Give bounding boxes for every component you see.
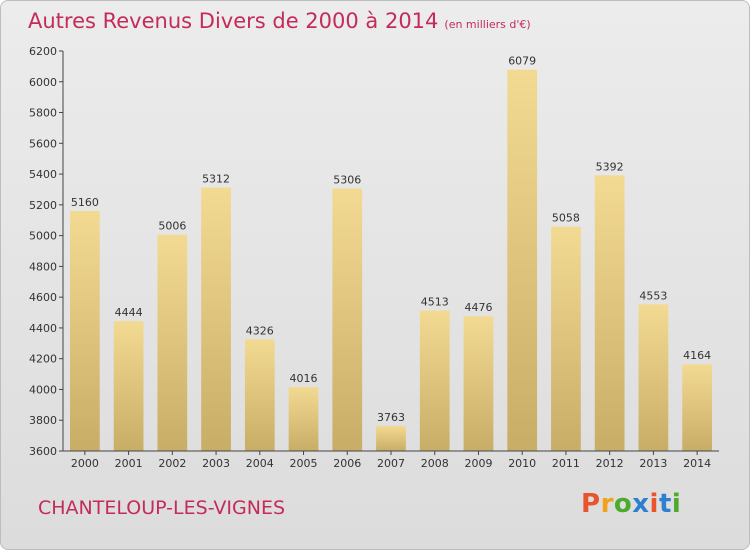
y-tick-label: 6000 [29, 76, 57, 89]
data-label-2011: 5058 [552, 212, 580, 225]
bar-2009 [463, 316, 494, 451]
x-tick-label-2011: 2011 [552, 457, 580, 470]
x-tick-label-2007: 2007 [377, 457, 405, 470]
bar-2004 [244, 339, 275, 451]
logo-letter: x [632, 489, 650, 519]
logo-letter: i [671, 489, 682, 519]
x-tick-label-2003: 2003 [202, 457, 230, 470]
bar-2008 [419, 310, 450, 451]
x-tick-label-2014: 2014 [683, 457, 711, 470]
bar-2000 [69, 211, 100, 451]
logo-letter: i [649, 489, 659, 519]
x-tick-label-2010: 2010 [508, 457, 536, 470]
data-label-2010: 6079 [508, 55, 536, 68]
bar-2002 [157, 234, 188, 451]
y-tick-label: 3600 [29, 445, 57, 458]
data-label-2009: 4476 [464, 301, 492, 314]
proxiti-logo: Proxiti [581, 489, 681, 519]
data-label-2001: 4444 [115, 306, 143, 319]
x-tick-label-2001: 2001 [115, 457, 143, 470]
bar-2014 [682, 364, 713, 451]
y-tick-label: 5600 [29, 137, 57, 150]
data-label-2000: 5160 [71, 196, 99, 209]
data-label-2007: 3763 [377, 411, 405, 424]
x-tick-label-2005: 2005 [290, 457, 318, 470]
data-label-2003: 5312 [202, 173, 230, 186]
bar-2007 [376, 425, 406, 451]
bars-group: 5160 4444 5006 5312 4326 4016 5306 3763 4513 4476… [69, 55, 713, 452]
x-tick-label-2008: 2008 [421, 457, 449, 470]
logo-letter: P [581, 489, 601, 519]
x-tick-label-2009: 2009 [464, 457, 492, 470]
title-main: Autres Revenus Divers de 2000 à 2014 [28, 9, 439, 33]
x-tick-label-2012: 2012 [596, 457, 624, 470]
title-unit: (en milliers d'€) [444, 18, 531, 31]
bar-2001 [113, 321, 144, 451]
data-label-2012: 5392 [596, 160, 624, 173]
logo-letter: t [658, 489, 672, 519]
bar-2006 [332, 188, 363, 452]
y-tick-label: 4400 [29, 322, 57, 335]
x-tick-label-2000: 2000 [71, 457, 99, 470]
y-tick-label: 5400 [29, 168, 57, 181]
axes-group: 3600 3800 4000 4200 4400 4600 4800 5000 5200 5400… [29, 45, 719, 470]
x-tick-label-2004: 2004 [246, 457, 274, 470]
bar-2011 [551, 226, 581, 451]
y-tick-label: 5200 [29, 199, 57, 212]
y-tick-label: 4600 [29, 291, 57, 304]
y-tick-label: 4800 [29, 260, 57, 273]
chart-title: Autres Revenus Divers de 2000 à 2014 (en … [28, 9, 531, 33]
logo-letter: o [613, 489, 633, 519]
data-label-2008: 4513 [421, 296, 449, 309]
y-tick-label: 4000 [29, 383, 57, 396]
y-tick-label: 6200 [29, 45, 57, 58]
x-tick-label-2013: 2013 [639, 457, 667, 470]
y-tick-label: 4200 [29, 353, 57, 366]
commune-name: CHANTELOUP-LES-VIGNES [38, 497, 286, 519]
logo-letter: r [600, 489, 614, 519]
y-tick-label: 5000 [29, 230, 57, 243]
bar-2013 [638, 304, 669, 451]
y-tick-label: 5800 [29, 107, 57, 120]
bar-2012 [594, 175, 625, 452]
bar-2010 [507, 69, 538, 451]
x-tick-label-2006: 2006 [333, 457, 361, 470]
bar-2005 [288, 387, 319, 451]
y-tick-label: 3800 [29, 414, 57, 427]
data-label-2002: 5006 [158, 220, 186, 233]
data-label-2005: 4016 [290, 372, 318, 385]
data-label-2014: 4164 [683, 349, 711, 362]
bar-2003 [201, 187, 231, 451]
data-label-2006: 5306 [333, 174, 361, 187]
x-tick-label-2002: 2002 [158, 457, 186, 470]
data-label-2013: 4553 [639, 289, 667, 302]
data-label-2004: 4326 [246, 324, 274, 337]
